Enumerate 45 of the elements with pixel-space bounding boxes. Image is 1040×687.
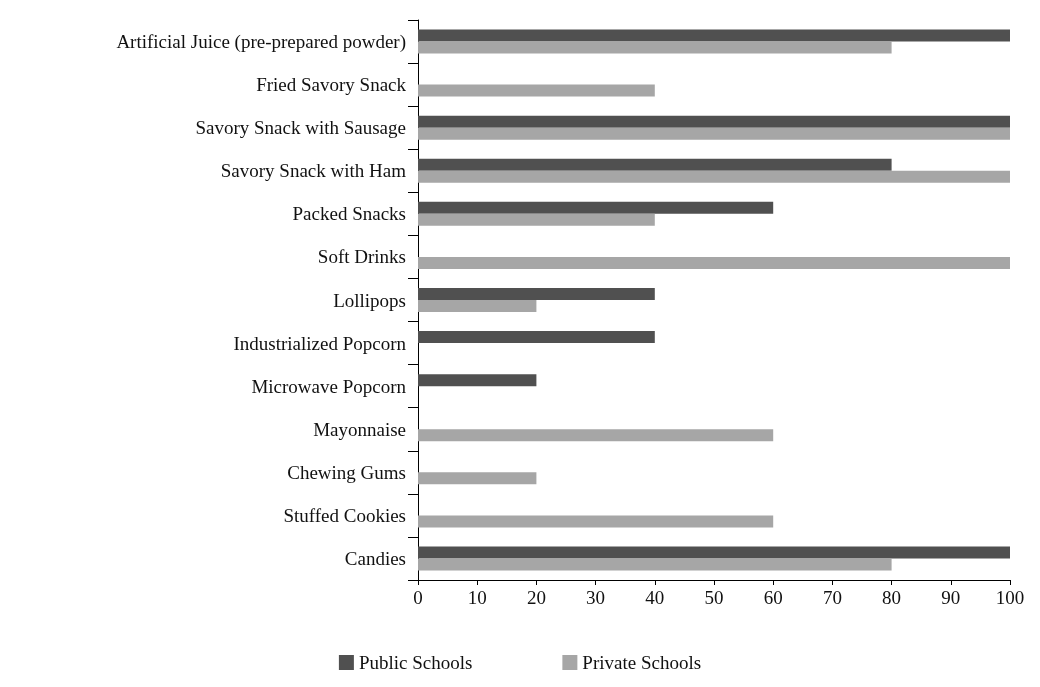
- y-tick-label: Candies: [344, 547, 406, 569]
- x-tick-label: 80: [882, 587, 902, 608]
- x-tick-label: 100: [995, 587, 1025, 608]
- y-tick-label: Soft Drinks: [317, 246, 406, 268]
- x-tick-label: 60: [763, 587, 783, 608]
- y-tick-label: Artificial Juice (pre-prepared powder): [116, 31, 406, 54]
- y-tick-label: Packed Snacks: [292, 203, 406, 225]
- bar: [418, 170, 1010, 183]
- bar: [418, 374, 537, 387]
- y-tick-label: Microwave Popcorn: [251, 375, 407, 397]
- x-tick-label: 10: [467, 587, 487, 608]
- bar: [418, 201, 774, 214]
- bar: [418, 515, 774, 528]
- x-tick-label: 90: [941, 587, 961, 608]
- bar: [418, 558, 892, 571]
- x-tick-label: 30: [586, 587, 606, 608]
- y-tick-label: Lollipops: [333, 289, 406, 311]
- bar: [418, 288, 655, 300]
- y-tick-label: Industrialized Popcorn: [233, 332, 407, 354]
- x-tick-label: 50: [704, 587, 724, 608]
- x-tick-label: 20: [526, 587, 546, 608]
- bar: [418, 127, 1010, 140]
- x-tick-label: 40: [645, 587, 665, 608]
- y-tick-label: Stuffed Cookies: [283, 504, 406, 526]
- y-tick-label: Mayonnaise: [313, 418, 406, 440]
- bar: [418, 115, 1010, 128]
- y-tick-label: Savory Snack with Ham: [220, 160, 407, 182]
- x-tick-label: 0: [413, 587, 423, 608]
- bar: [418, 29, 1010, 42]
- legend-label: Private Schools: [582, 652, 702, 673]
- bar: [418, 429, 774, 442]
- y-tick-label: Chewing Gums: [287, 461, 406, 483]
- bar: [418, 331, 655, 344]
- bar: [418, 256, 1010, 269]
- x-tick-label: 70: [822, 587, 842, 608]
- y-tick-label: Savory Snack with Sausage: [195, 117, 406, 139]
- bar: [418, 84, 655, 97]
- bar: [418, 41, 892, 54]
- legend-label: Public Schools: [358, 652, 473, 673]
- bar: [418, 546, 1010, 559]
- bar: [418, 472, 537, 485]
- bar: [418, 300, 537, 312]
- y-tick-label: Fried Savory Snack: [256, 74, 407, 96]
- bar: [418, 158, 892, 171]
- bar: [418, 213, 655, 226]
